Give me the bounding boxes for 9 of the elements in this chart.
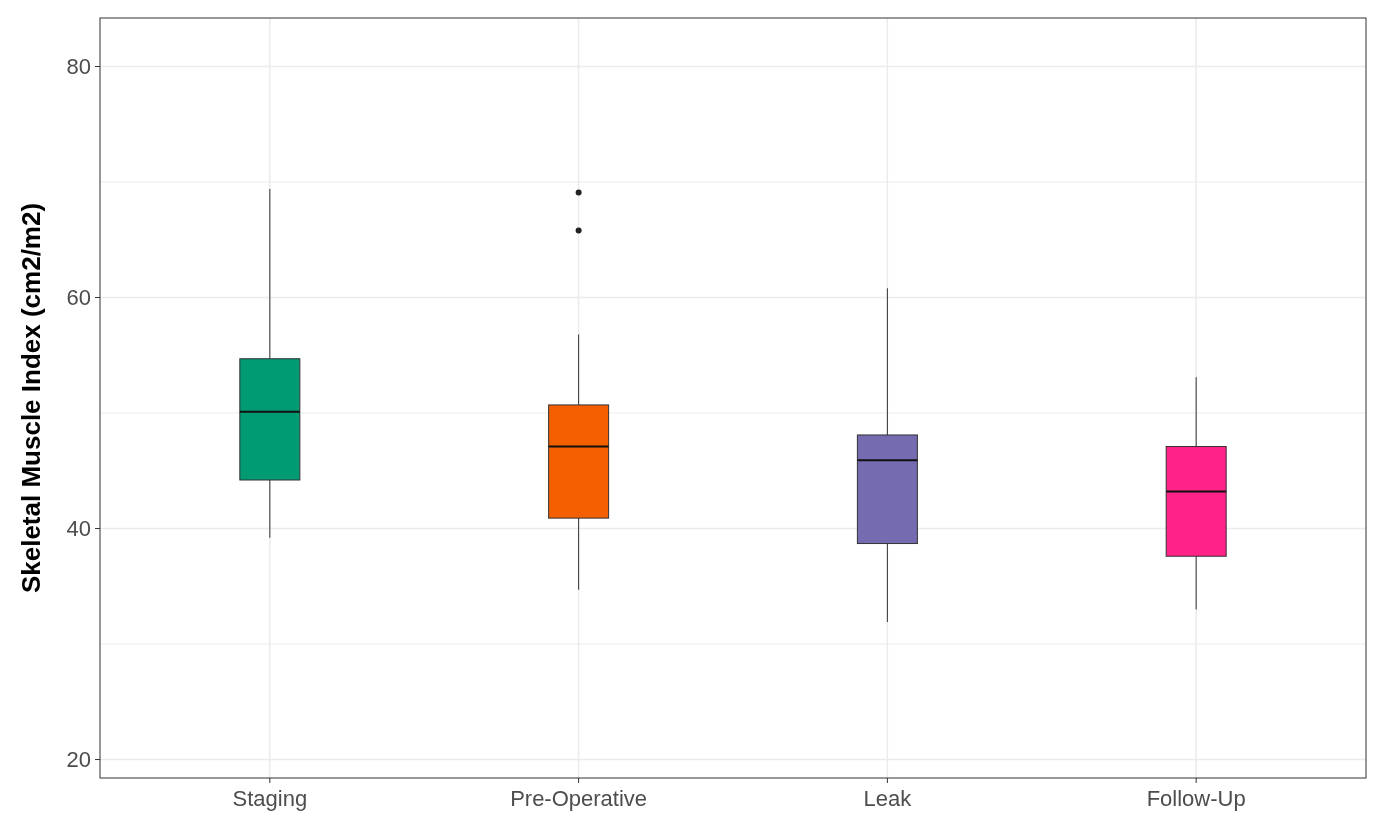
y-tick-label: 60	[66, 285, 91, 311]
x-tick-label: Follow-Up	[1146, 786, 1246, 811]
y-axis-title: Skeletal Muscle Index (cm2/m2)	[16, 202, 46, 594]
x-tick-label: Leak	[863, 786, 913, 811]
y-tick-label: 20	[66, 747, 91, 773]
y-tick-label: 80	[66, 54, 91, 80]
x-tick-label: Pre-Operative	[510, 786, 648, 811]
x-tick-label: Staging	[232, 786, 308, 811]
y-tick-label: 40	[66, 516, 91, 542]
